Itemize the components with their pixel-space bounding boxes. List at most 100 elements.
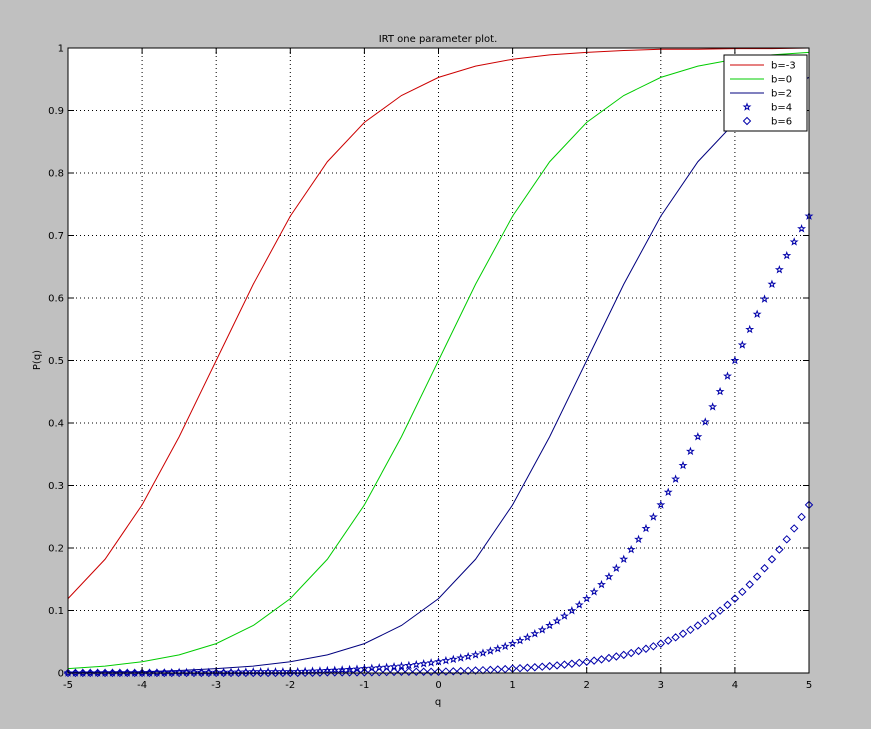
data-point: [612, 652, 621, 661]
legend-label: b=-3: [771, 61, 796, 72]
data-point: [538, 662, 547, 671]
data-point: [515, 664, 525, 673]
x-tick-label: 3: [658, 680, 664, 691]
data-point: [352, 668, 362, 677]
data-point: [789, 524, 799, 533]
data-point: [478, 665, 488, 675]
data-point: [93, 668, 102, 678]
data-point: [219, 668, 228, 678]
data-point: [308, 668, 317, 677]
data-point: [78, 668, 88, 678]
data-point: [760, 564, 769, 573]
data-point: [685, 446, 695, 456]
data-point: [152, 668, 162, 678]
data-point: [174, 668, 184, 678]
data-point: [723, 371, 732, 380]
legend-label: b=2: [771, 89, 792, 100]
data-point: [293, 668, 302, 678]
data-point: [360, 668, 369, 677]
series-line-b=-3: [67, 47, 810, 599]
data-point: [649, 642, 658, 651]
data-point: [404, 660, 414, 670]
data-point: [315, 668, 325, 677]
data-point: [115, 668, 125, 678]
data-point: [330, 668, 339, 677]
data-point: [634, 646, 643, 656]
data-point: [71, 668, 80, 678]
data-point: [775, 545, 784, 554]
data-point: [463, 651, 473, 661]
legend: b=-3 b=0 b=2 b=4 b=6: [723, 54, 808, 132]
data-point: [249, 668, 258, 678]
x-tick-label: -3: [211, 680, 221, 691]
data-point: [730, 355, 740, 365]
data-point: [530, 663, 540, 672]
data-point: [582, 593, 592, 603]
x-tick-label: -5: [63, 680, 73, 691]
data-point: [575, 658, 584, 668]
x-tick-label: -2: [285, 680, 295, 691]
data-point: [656, 500, 666, 509]
data-point: [745, 580, 754, 589]
data-point: [286, 668, 295, 678]
data-point: [619, 650, 628, 660]
data-point: [145, 668, 154, 678]
data-point: [241, 668, 251, 678]
x-tick-label: 5: [806, 680, 812, 691]
data-point: [560, 660, 569, 669]
data-point: [797, 224, 807, 233]
data-point: [589, 587, 599, 596]
chart-title: IRT one parameter plot.: [379, 34, 498, 45]
data-point: [389, 667, 399, 677]
data-point: [589, 656, 599, 665]
data-point: [597, 579, 606, 589]
y-tick-label: 0.3: [48, 481, 64, 492]
data-point: [337, 665, 347, 674]
data-point: [256, 668, 265, 678]
data-point: [626, 544, 636, 554]
data-point: [456, 666, 465, 676]
data-point: [515, 635, 525, 645]
data-point: [397, 661, 406, 670]
data-point: [611, 563, 621, 573]
data-point: [86, 668, 95, 678]
data-point: [774, 264, 784, 274]
data-point: [323, 668, 332, 677]
data-point: [693, 621, 703, 630]
data-point: [382, 667, 391, 677]
data-point: [641, 644, 651, 653]
x-axis-label: q: [435, 697, 441, 708]
data-point: [552, 661, 562, 670]
x-tick-label: -4: [137, 680, 147, 691]
data-point: [278, 668, 288, 678]
data-point: [315, 666, 325, 675]
data-point: [760, 294, 769, 303]
legend-label: b=0: [771, 75, 792, 86]
data-point: [352, 664, 362, 673]
data-point: [567, 659, 577, 668]
data-point: [545, 661, 554, 671]
data-point: [671, 474, 681, 483]
x-tick-label: -1: [359, 680, 369, 691]
data-point: [752, 572, 762, 581]
data-point: [522, 632, 532, 642]
data-point: [745, 324, 755, 334]
data-point: [330, 665, 340, 674]
data-point: [441, 667, 451, 676]
data-point: [345, 668, 354, 677]
data-point: [700, 417, 710, 426]
data-point: [715, 606, 725, 615]
data-point: [449, 667, 458, 676]
data-point: [782, 535, 791, 544]
legend-swatch: [742, 102, 752, 111]
data-point: [656, 639, 666, 648]
data-point: [204, 668, 213, 678]
series-line-b=2: [67, 76, 810, 673]
data-point: [537, 625, 547, 634]
data-point: [108, 668, 117, 678]
data-point: [322, 665, 332, 675]
data-point: [375, 667, 384, 677]
data-point: [626, 648, 636, 658]
y-tick-label: 0.4: [48, 419, 64, 430]
data-point: [567, 605, 577, 615]
